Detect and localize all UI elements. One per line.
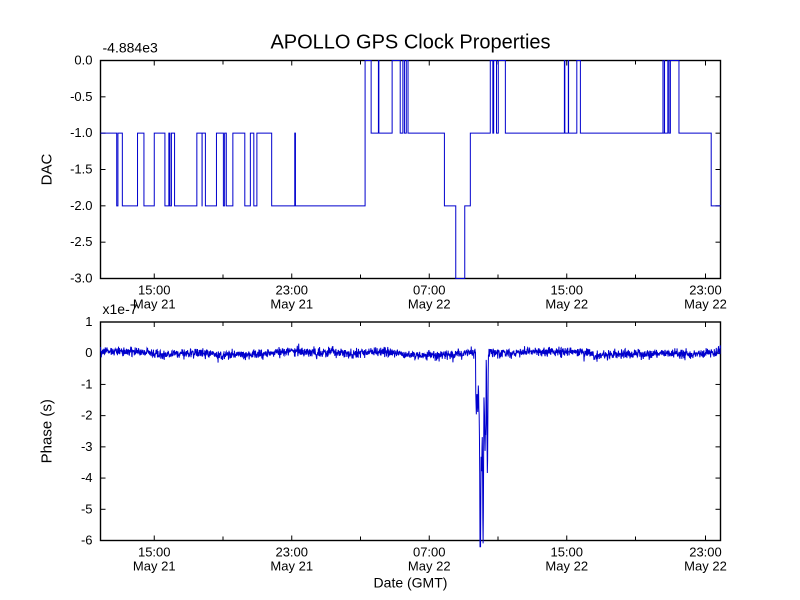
svg-text:APOLLO GPS Clock Properties: APOLLO GPS Clock Properties (270, 32, 550, 54)
svg-text:23:00: 23:00 (275, 545, 308, 560)
svg-text:15:00: 15:00 (138, 545, 171, 560)
svg-text:May 22: May 22 (545, 559, 588, 574)
svg-text:07:00: 07:00 (413, 545, 446, 560)
svg-text:-0.5: -0.5 (70, 89, 92, 104)
svg-text:23:00: 23:00 (689, 283, 722, 298)
svg-text:May 22: May 22 (684, 559, 727, 574)
svg-text:-4.884e3: -4.884e3 (103, 40, 158, 56)
svg-text:x1e-7: x1e-7 (103, 301, 138, 317)
svg-text:May 22: May 22 (545, 297, 588, 312)
svg-text:-4: -4 (81, 470, 93, 485)
svg-text:DAC: DAC (39, 153, 56, 185)
svg-text:07:00: 07:00 (413, 283, 446, 298)
svg-text:May 21: May 21 (270, 297, 313, 312)
svg-text:-6: -6 (81, 533, 93, 548)
svg-text:May 21: May 21 (133, 559, 176, 574)
svg-text:-1: -1 (81, 376, 93, 391)
svg-text:0: 0 (85, 345, 92, 360)
svg-text:May 21: May 21 (133, 297, 176, 312)
svg-text:May 22: May 22 (408, 559, 451, 574)
svg-text:May 22: May 22 (408, 297, 451, 312)
svg-text:-2: -2 (81, 408, 93, 423)
svg-text:-2.5: -2.5 (70, 234, 92, 249)
svg-text:-1.5: -1.5 (70, 162, 92, 177)
svg-text:May 21: May 21 (270, 559, 313, 574)
svg-text:15:00: 15:00 (138, 283, 171, 298)
svg-text:23:00: 23:00 (689, 545, 722, 560)
svg-text:-3: -3 (81, 439, 93, 454)
svg-text:0.0: 0.0 (74, 53, 92, 68)
svg-text:15:00: 15:00 (550, 545, 583, 560)
svg-text:15:00: 15:00 (550, 283, 583, 298)
svg-text:-5: -5 (81, 501, 93, 516)
svg-text:-3.0: -3.0 (70, 271, 92, 286)
svg-text:23:00: 23:00 (275, 283, 308, 298)
svg-text:Phase (s): Phase (s) (39, 399, 56, 463)
svg-text:Date (GMT): Date (GMT) (374, 575, 448, 591)
svg-text:1: 1 (85, 314, 92, 329)
svg-text:-2.0: -2.0 (70, 198, 92, 213)
svg-text:-1.0: -1.0 (70, 125, 92, 140)
svg-text:May 22: May 22 (684, 297, 727, 312)
